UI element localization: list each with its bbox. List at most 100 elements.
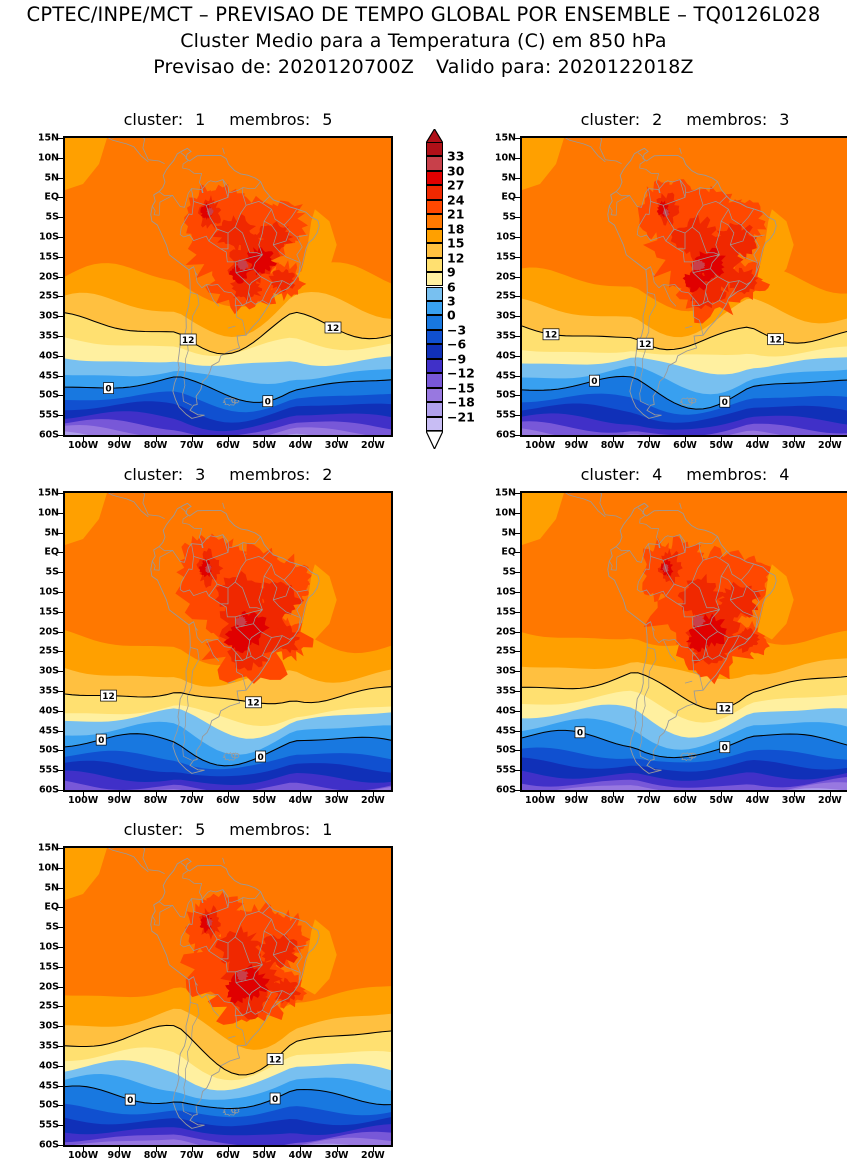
y-axis-tick <box>58 750 63 752</box>
colorbar-tick-label: 12 <box>447 250 465 266</box>
colorbar-tick-label: 24 <box>447 192 465 208</box>
y-axis-label: 15S <box>495 251 516 263</box>
y-axis-label: 25S <box>38 645 59 657</box>
y-axis-tick <box>58 927 63 929</box>
cluster-number: 4 <box>652 465 663 484</box>
x-axis-tick <box>119 1147 121 1152</box>
colorbar-tick-label: −3 <box>447 322 467 338</box>
map-plot-area: 12 0 0 15N 10N 5N EQ 5S 10S 15S 20S 25S 30S 35S 40S 45S… <box>38 843 393 1161</box>
y-axis-tick <box>58 355 63 357</box>
svg-text:12: 12 <box>247 699 260 709</box>
x-axis-tick <box>228 792 229 797</box>
colorbar-tick-label: −18 <box>447 394 475 410</box>
header-line-variable: Cluster Medio para a Temperatura (C) em … <box>180 29 667 52</box>
y-axis-label: 55S <box>495 409 516 421</box>
membros-count: 1 <box>322 820 333 839</box>
panel-title: cluster: 4 membros: 4 <box>520 465 847 484</box>
y-axis-tick <box>58 256 63 258</box>
colorbar-band <box>426 142 443 157</box>
x-axis-tick <box>119 437 121 442</box>
y-axis-label: 50S <box>495 389 516 401</box>
x-axis-label: 20W <box>361 1150 385 1161</box>
x-axis-label: 60W <box>216 1150 240 1161</box>
y-axis-label: 15N <box>37 132 59 144</box>
x-axis-tick <box>757 792 759 797</box>
y-axis-tick <box>515 552 520 554</box>
y-axis-tick <box>515 611 520 613</box>
x-axis-tick <box>612 437 614 442</box>
membros-count: 5 <box>322 110 333 129</box>
y-axis-tick <box>58 887 63 889</box>
x-axis-label: 70W <box>179 440 204 451</box>
colorbar-tick-label: 9 <box>447 264 456 280</box>
y-axis-label: 25S <box>495 290 516 302</box>
x-axis-tick <box>372 792 374 797</box>
svg-text:12: 12 <box>182 336 195 346</box>
x-axis-label: 60W <box>673 440 697 451</box>
colorbar-band <box>426 156 443 171</box>
colorbar-band <box>426 344 443 359</box>
header-line-times: Previsao de: 2020120700Z Valido para: 202… <box>0 55 847 80</box>
y-axis-label: 55S <box>38 1119 59 1131</box>
y-axis-label: 25S <box>38 1000 59 1012</box>
y-axis-label: 55S <box>495 764 516 776</box>
y-axis-tick <box>58 1046 63 1047</box>
x-axis-tick <box>119 792 121 797</box>
chart-header: CPTEC/INPE/MCT – PREVISAO DE TEMPO GLOBA… <box>0 2 847 80</box>
y-axis-label: 15S <box>38 961 59 973</box>
y-axis-label: 15N <box>37 487 59 499</box>
y-axis-label: 60S <box>38 1139 59 1151</box>
x-axis-tick <box>576 437 578 442</box>
y-axis-label: 5S <box>502 566 516 578</box>
x-axis-tick <box>372 1147 374 1152</box>
x-axis-tick <box>336 792 338 797</box>
y-axis-tick <box>515 493 520 494</box>
colorbar-over-arrow <box>424 127 445 144</box>
colorbar-tick-label: −6 <box>447 336 467 352</box>
x-axis-tick <box>191 792 193 797</box>
y-axis-tick <box>58 276 63 278</box>
y-axis-label: 30S <box>495 665 516 677</box>
y-axis-tick <box>58 1105 63 1107</box>
x-axis-tick <box>648 792 650 797</box>
y-axis-label: 35S <box>38 685 59 697</box>
y-axis-label: 20S <box>495 626 516 638</box>
y-axis-label: 30S <box>38 665 59 677</box>
colorbar-band <box>426 214 443 229</box>
y-axis-tick <box>515 730 520 732</box>
svg-text:12: 12 <box>102 692 115 702</box>
y-axis-label: 45S <box>495 370 516 382</box>
y-axis-label: 30S <box>38 310 59 322</box>
svg-text:0: 0 <box>272 1095 278 1105</box>
colorbar-band <box>426 373 443 388</box>
y-axis-tick <box>58 671 63 673</box>
y-axis-label: 5S <box>45 211 59 223</box>
svg-text:0: 0 <box>265 398 271 408</box>
x-axis-tick <box>685 437 686 442</box>
x-axis-label: 50W <box>709 795 734 806</box>
colorbar-tick-label: −9 <box>447 351 467 367</box>
y-axis-label: 50S <box>38 1099 59 1111</box>
y-axis-tick <box>58 710 63 712</box>
y-axis-label: 25S <box>495 645 516 657</box>
y-axis-tick <box>515 336 520 337</box>
x-axis-tick <box>155 1147 157 1152</box>
y-axis-tick <box>515 276 520 278</box>
x-axis-label: 50W <box>252 795 277 806</box>
x-axis-label: 100W <box>524 440 556 451</box>
y-axis-label: 55S <box>38 409 59 421</box>
colorbar-band <box>426 199 443 215</box>
x-axis-tick <box>228 437 229 442</box>
colorbar-band <box>426 329 443 345</box>
x-axis-label: 20W <box>361 440 385 451</box>
x-axis-label: 60W <box>673 795 697 806</box>
map-canvas: 12 12 12 0 0 <box>522 138 847 435</box>
colorbar-tick-label: 6 <box>447 279 456 294</box>
y-axis-tick <box>58 316 63 318</box>
x-axis-label: 50W <box>709 440 734 451</box>
y-axis-label: 60S <box>38 784 59 796</box>
y-axis-label: 45S <box>495 725 516 737</box>
x-axis-label: 40W <box>745 440 770 451</box>
x-axis-tick <box>793 437 795 442</box>
membros-count: 3 <box>779 110 790 129</box>
